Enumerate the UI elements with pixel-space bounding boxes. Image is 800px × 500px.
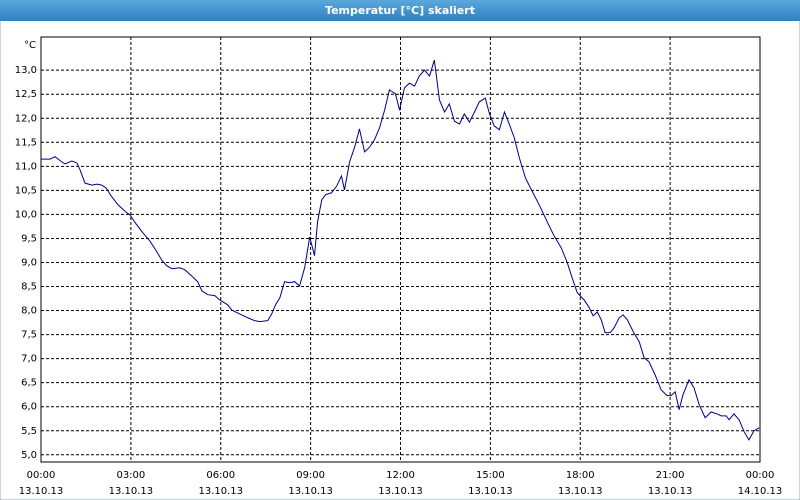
y-tick-label: 5,5 (21, 426, 37, 437)
y-tick-label: 8,0 (21, 306, 37, 317)
y-tick-label: 9,5 (21, 233, 37, 244)
x-tick-date: 14.10.13 (738, 486, 783, 497)
plot-frame (40, 36, 761, 463)
x-tick-label: 09:00 (296, 470, 325, 481)
chart-title: Temperatur [°C] skaliert (325, 4, 475, 17)
x-tick-label: 21:00 (656, 470, 685, 481)
y-tick-label: 9,0 (21, 257, 37, 268)
x-tick-date: 13.10.13 (198, 486, 243, 497)
x-tick-label: 00:00 (746, 470, 775, 481)
x-tick-label: 18:00 (566, 470, 595, 481)
y-tick-label: 7,5 (21, 330, 37, 341)
x-tick-date: 13.10.13 (109, 486, 154, 497)
y-tick-label: 13,0 (15, 65, 37, 76)
x-tick-date: 13.10.13 (19, 486, 64, 497)
x-tick-label: 03:00 (116, 470, 145, 481)
y-tick-label: 10,5 (15, 185, 37, 196)
x-tick-label: 12:00 (386, 470, 415, 481)
x-tick-label: 15:00 (476, 470, 505, 481)
y-tick-label: 12,5 (15, 89, 37, 100)
x-tick-date: 13.10.13 (468, 486, 513, 497)
y-tick-label: 11,0 (15, 161, 37, 172)
y-tick-label: 12,0 (15, 113, 37, 124)
line (41, 59, 760, 441)
title-bar (0, 0, 800, 21)
y-tick-label: 8,5 (21, 282, 37, 293)
y-tick-label: 7,0 (21, 354, 37, 365)
y-axis-label: °C (24, 40, 36, 51)
y-tick-label: 11,5 (15, 137, 37, 148)
y-tick-label: 5,0 (21, 450, 37, 461)
x-tick-date: 13.10.13 (288, 486, 333, 497)
x-tick-date: 13.10.13 (558, 486, 603, 497)
x-tick-date: 13.10.13 (648, 486, 693, 497)
y-tick-label: 10,0 (15, 209, 37, 220)
x-tick-label: 06:00 (206, 470, 235, 481)
x-tick-date: 13.10.13 (378, 486, 423, 497)
y-tick-label: 6,0 (21, 402, 37, 413)
x-tick-label: 00:00 (27, 470, 56, 481)
y-tick-label: 6,5 (21, 378, 37, 389)
